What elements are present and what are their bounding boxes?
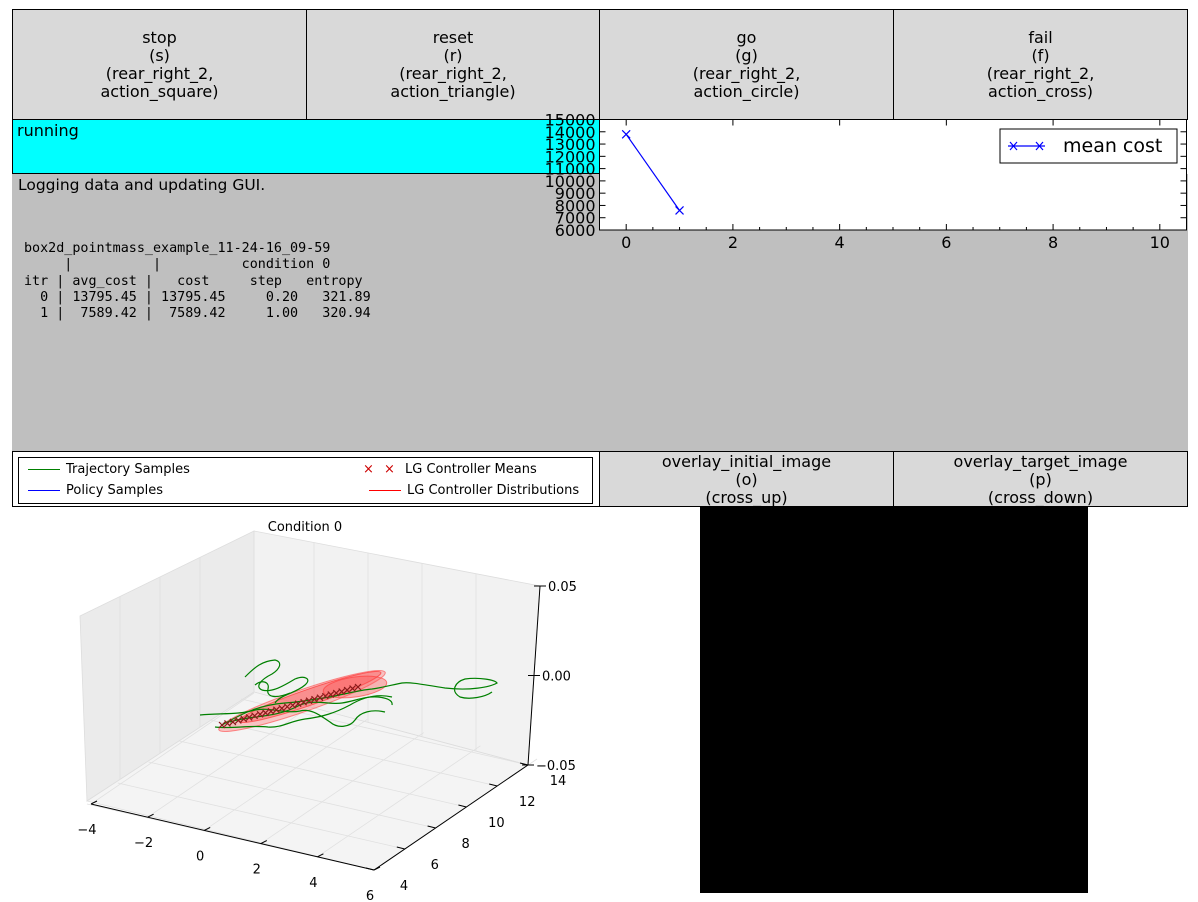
y-tick — [458, 804, 467, 808]
stop-button[interactable]: stop (s) (rear_right_2, action_square) — [12, 9, 307, 120]
lg-mean-marker — [283, 703, 291, 711]
reset-button[interactable]: reset (r) (rear_right_2, action_triangle… — [306, 9, 600, 120]
legend-distributions: LG Controller Distributions — [407, 483, 580, 498]
lg-mean-marker — [229, 718, 237, 726]
y-tick-label: 12 — [519, 795, 536, 810]
lg-mean-marker — [300, 698, 308, 706]
lg-mean-marker — [218, 721, 226, 729]
x-tick-label: −2 — [134, 836, 153, 851]
lg-mean-marker — [332, 689, 340, 697]
lg-mean-marker — [289, 701, 297, 709]
distribution-line-swatch — [369, 490, 401, 491]
lg-mean-marker — [327, 691, 335, 699]
x-tick — [260, 840, 268, 845]
y-tick-label: 6000 — [555, 221, 596, 240]
lg-mean-marker — [256, 710, 264, 718]
x-tick — [203, 826, 211, 831]
y-tick-label: 11000 — [545, 160, 596, 179]
lg-mean-marker — [316, 694, 324, 702]
x-tick — [317, 853, 324, 858]
lg-mean-marker — [338, 688, 346, 695]
overlay-initial-image-button[interactable]: overlay_initial_image (o) (cross_up) — [599, 451, 894, 507]
lg-mean-marker — [294, 700, 302, 708]
x-tick-label: 0 — [621, 233, 631, 252]
y-tick-label: 10000 — [545, 172, 596, 191]
image-display — [700, 506, 1088, 893]
mean-cost-chart: 0 2 4 6 8 10 600070008000900010000110001200013… — [545, 111, 1187, 252]
z-tick-label: 0.05 — [548, 580, 577, 595]
y-tick — [396, 846, 405, 850]
lg-mean-marker — [272, 706, 280, 714]
y-tick-label: 7000 — [555, 209, 596, 228]
y-tick-label: 13000 — [545, 135, 596, 154]
lg-mean-marker — [343, 686, 351, 694]
y-tick-label: 9000 — [555, 184, 596, 203]
policy-line-swatch — [28, 490, 60, 491]
y-tick-label: 6 — [431, 858, 439, 873]
y-tick-label: 8 — [461, 837, 469, 852]
lg-mean-marker — [349, 685, 356, 692]
y-tick-label: 14 — [550, 774, 567, 789]
cost-legend: mean cost — [999, 128, 1178, 164]
mean-cost-point — [675, 206, 684, 215]
iteration-table: box2d_pointmass_example_11-24-16_09-59 |… — [24, 241, 371, 322]
x-tick — [373, 866, 381, 871]
lg-mean-marker — [321, 692, 329, 700]
z-tick-label: 0.00 — [542, 670, 571, 685]
lg-controller-means — [218, 683, 362, 729]
x-tick-label: 6 — [366, 889, 374, 902]
x-tick — [147, 813, 154, 818]
plot3d-title: Condition 0 — [268, 520, 342, 535]
x-tick-label: 2 — [253, 863, 261, 878]
lg-mean-marker — [234, 717, 242, 724]
z-tick-label: −0.05 — [536, 759, 576, 774]
x-tick-label: 4 — [309, 876, 317, 891]
lg-mean-marker — [305, 697, 313, 705]
x-tick-label: −4 — [77, 823, 96, 838]
legend-trajectory: Trajectory Samples — [66, 462, 190, 477]
y-tick — [427, 825, 436, 829]
fail-button[interactable]: fail (f) (rear_right_2, action_cross) — [893, 9, 1188, 120]
x-tick-label: 0 — [196, 849, 204, 864]
y-tick-label: 10 — [488, 816, 505, 831]
means-marker-swatch: × × — [363, 462, 398, 477]
x-tick-label: 8 — [1048, 233, 1058, 252]
lg-mean-marker — [245, 713, 253, 721]
y-tick-label: 15000 — [545, 111, 596, 130]
lg-mean-marker — [354, 683, 362, 691]
x-tick-label: 2 — [728, 233, 738, 252]
log-message: Logging data and updating GUI. — [18, 176, 266, 194]
trajectory-3d-plot: Condition 0 −4 −2 0 2 4 6 4 6 8 10 12 14 0.05 0.00 −0.… — [77, 520, 577, 902]
y-tick-label: 4 — [400, 879, 408, 894]
lg-mean-marker — [251, 712, 259, 720]
mean-cost-line — [625, 133, 681, 211]
y-tick-label: 8000 — [555, 196, 596, 215]
plot-legend: Trajectory Samples Policy Samples × × LG … — [18, 457, 593, 504]
x-tick-label: 4 — [835, 233, 845, 252]
x-tick-label: 10 — [1150, 233, 1170, 252]
lg-mean-marker — [278, 704, 286, 712]
lg-mean-marker — [240, 715, 248, 723]
status-indicator: running — [12, 119, 600, 174]
cost-legend-label: mean cost — [1063, 135, 1162, 157]
mean-cost-point — [621, 129, 631, 139]
legend-policy: Policy Samples — [66, 483, 164, 498]
trajectory-line-swatch — [28, 469, 60, 470]
x-tick-label: 6 — [941, 233, 951, 252]
x-tick — [90, 800, 98, 805]
lg-mean-marker — [262, 709, 269, 717]
go-button[interactable]: go (g) (rear_right_2, action_circle) — [599, 9, 894, 120]
y-tick — [365, 867, 375, 871]
lg-mean-marker — [224, 720, 231, 727]
y-tick-label: 12000 — [545, 147, 596, 166]
legend-means: LG Controller Means — [405, 462, 537, 477]
y-tick — [489, 783, 498, 787]
lg-mean-marker — [311, 695, 318, 703]
y-tick-label: 14000 — [545, 123, 596, 142]
overlay-target-image-button[interactable]: overlay_target_image (p) (cross_down) — [893, 451, 1188, 507]
lg-mean-marker — [267, 707, 275, 715]
